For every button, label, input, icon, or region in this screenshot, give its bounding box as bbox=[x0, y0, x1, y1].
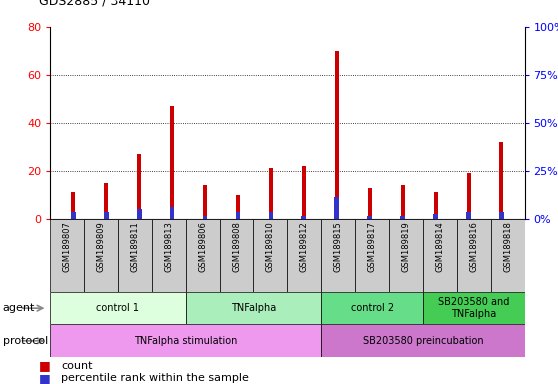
Text: GSM189811: GSM189811 bbox=[131, 221, 140, 272]
Bar bbox=[137, 154, 141, 219]
Bar bbox=[71, 212, 76, 219]
Bar bbox=[499, 212, 504, 219]
Bar bbox=[137, 209, 142, 219]
Text: GSM189808: GSM189808 bbox=[232, 221, 241, 272]
Bar bbox=[104, 212, 109, 219]
Text: agent: agent bbox=[3, 303, 35, 313]
Text: GDS2885 / 34110: GDS2885 / 34110 bbox=[39, 0, 150, 8]
Text: GSM189807: GSM189807 bbox=[62, 221, 71, 272]
Bar bbox=[301, 217, 306, 219]
Bar bbox=[434, 192, 437, 219]
Bar bbox=[335, 51, 339, 219]
Bar bbox=[321, 219, 355, 292]
Bar bbox=[186, 292, 321, 324]
Text: GSM189815: GSM189815 bbox=[334, 221, 343, 272]
Text: control 2: control 2 bbox=[350, 303, 393, 313]
Text: GSM189812: GSM189812 bbox=[300, 221, 309, 272]
Bar bbox=[220, 219, 253, 292]
Text: GSM189818: GSM189818 bbox=[503, 221, 512, 272]
Text: GSM189814: GSM189814 bbox=[435, 221, 444, 272]
Bar bbox=[269, 169, 273, 219]
Bar bbox=[400, 217, 405, 219]
Bar bbox=[457, 219, 490, 292]
Text: GSM189809: GSM189809 bbox=[97, 221, 105, 272]
Text: TNFalpha stimulation: TNFalpha stimulation bbox=[134, 336, 237, 346]
Text: count: count bbox=[61, 361, 93, 371]
Bar bbox=[186, 219, 220, 292]
Bar bbox=[236, 195, 240, 219]
Bar bbox=[170, 106, 174, 219]
Bar bbox=[50, 324, 321, 357]
Bar bbox=[423, 219, 457, 292]
Text: ■: ■ bbox=[39, 359, 51, 372]
Bar bbox=[152, 219, 186, 292]
Bar bbox=[433, 214, 438, 219]
Bar bbox=[368, 188, 372, 219]
Bar bbox=[302, 166, 306, 219]
Bar bbox=[287, 219, 321, 292]
Text: GSM189806: GSM189806 bbox=[198, 221, 207, 272]
Bar bbox=[389, 219, 423, 292]
Text: GSM189816: GSM189816 bbox=[469, 221, 478, 272]
Text: GSM189819: GSM189819 bbox=[401, 221, 411, 272]
Bar bbox=[466, 173, 470, 219]
Bar bbox=[334, 197, 339, 219]
Bar bbox=[50, 219, 84, 292]
Text: TNFalpha: TNFalpha bbox=[231, 303, 276, 313]
Bar bbox=[321, 324, 525, 357]
Text: SB203580 preincubation: SB203580 preincubation bbox=[363, 336, 483, 346]
Bar bbox=[203, 185, 207, 219]
Bar bbox=[490, 219, 525, 292]
Bar bbox=[355, 219, 389, 292]
Bar bbox=[466, 212, 471, 219]
Text: GSM189810: GSM189810 bbox=[266, 221, 275, 272]
Bar bbox=[235, 212, 240, 219]
Text: protocol: protocol bbox=[3, 336, 48, 346]
Bar bbox=[50, 292, 186, 324]
Bar bbox=[84, 219, 118, 292]
Text: GSM189817: GSM189817 bbox=[368, 221, 377, 272]
Bar bbox=[253, 219, 287, 292]
Bar bbox=[118, 219, 152, 292]
Bar bbox=[104, 183, 108, 219]
Text: SB203580 and
TNFalpha: SB203580 and TNFalpha bbox=[438, 297, 509, 319]
Text: GSM189813: GSM189813 bbox=[164, 221, 174, 272]
Bar bbox=[71, 192, 75, 219]
Text: ■: ■ bbox=[39, 372, 51, 384]
Bar bbox=[170, 207, 175, 219]
Bar bbox=[499, 142, 503, 219]
Bar bbox=[268, 212, 273, 219]
Bar bbox=[423, 292, 525, 324]
Bar bbox=[367, 217, 372, 219]
Text: percentile rank within the sample: percentile rank within the sample bbox=[61, 373, 249, 383]
Bar bbox=[401, 185, 405, 219]
Text: control 1: control 1 bbox=[97, 303, 140, 313]
Bar bbox=[203, 217, 208, 219]
Bar bbox=[321, 292, 423, 324]
